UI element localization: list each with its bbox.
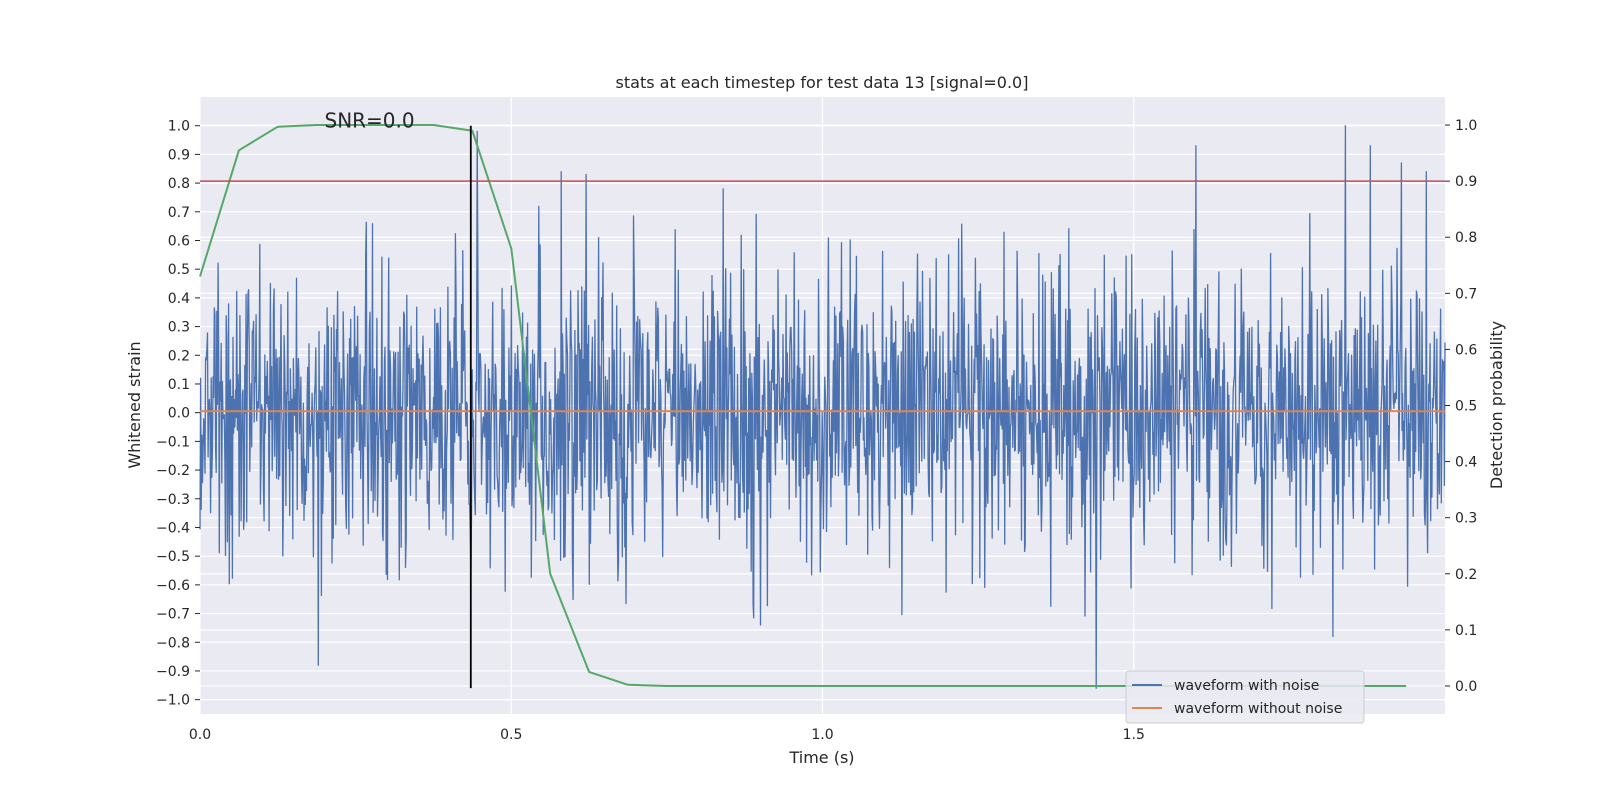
legend-label-clean: waveform without noise (1174, 701, 1342, 717)
y-tick-label: 0.4 (168, 291, 190, 307)
y2-tick-label: 1.0 (1455, 118, 1477, 134)
x-tick-label: 1.0 (811, 727, 833, 743)
y2-tick-label: 0.6 (1455, 342, 1477, 358)
y-tick-label: 0.3 (168, 320, 190, 336)
y-tick-label: −0.7 (156, 607, 190, 623)
y-tick-label: −0.2 (156, 463, 190, 479)
x-tick-label: 1.5 (1123, 727, 1145, 743)
y-tick-label: −0.9 (156, 664, 190, 680)
y2-tick-label: 0.8 (1455, 230, 1477, 246)
y-tick-label: −0.1 (156, 434, 190, 450)
y2-tick-label: 0.4 (1455, 455, 1477, 471)
y2-tick-label: 0.7 (1455, 286, 1477, 302)
y-tick-label: 0.7 (168, 205, 190, 221)
y-tick-label: 0.9 (168, 147, 190, 163)
y-tick-label: 0.1 (168, 377, 190, 393)
x-tick-label: 0.5 (500, 727, 522, 743)
y2-tick-label: 0.0 (1455, 679, 1477, 695)
y2-tick-label: 0.9 (1455, 174, 1477, 190)
snr-annotation: SNR=0.0 (325, 109, 415, 133)
y-tick-label: 0.0 (168, 406, 190, 422)
chart-title: stats at each timestep for test data 13 … (616, 73, 1029, 92)
legend: waveform with noise waveform without noi… (1125, 670, 1365, 724)
x-tick-label: 0.0 (189, 727, 211, 743)
y-tick-label: 1.0 (168, 119, 190, 135)
y-tick-label: −0.8 (156, 635, 190, 651)
y-tick-label: −1.0 (156, 693, 190, 709)
legend-label-noise: waveform with noise (1174, 678, 1319, 694)
y2-tick-label: 0.2 (1455, 567, 1477, 583)
y2-tick-label: 0.3 (1455, 511, 1477, 527)
y2-tick-label: 0.1 (1455, 623, 1477, 639)
x-axis-ticks: 0.0 0.5 1.0 1.5 (189, 727, 1145, 743)
series-noisy-waveform (199, 125, 1446, 689)
y-tick-label: 0.2 (168, 348, 190, 364)
right-axis-ticks: 0.0 0.1 0.2 0.3 0.4 0.5 0.6 0.7 0.8 0.9 1.0 (1445, 118, 1477, 695)
x-axis-label: Time (s) (788, 748, 854, 767)
y-tick-label: −0.4 (156, 520, 190, 536)
y-tick-label: 0.5 (168, 262, 190, 278)
y-tick-label: 0.6 (168, 233, 190, 249)
y-tick-label: 0.8 (168, 176, 190, 192)
legend-box (1125, 670, 1365, 724)
y2-axis-label: Detection probability (1487, 321, 1506, 489)
y-tick-label: −0.5 (156, 549, 190, 565)
y-tick-label: −0.3 (156, 492, 190, 508)
y-tick-label: −0.6 (156, 578, 190, 594)
y2-tick-label: 0.5 (1455, 399, 1477, 415)
y-axis-label: Whitened strain (125, 341, 144, 468)
left-axis-ticks: −1.0 −0.9 −0.8 −0.7 −0.6 −0.5 −0.4 −0.3 −0.2 −0.1… (156, 119, 200, 709)
